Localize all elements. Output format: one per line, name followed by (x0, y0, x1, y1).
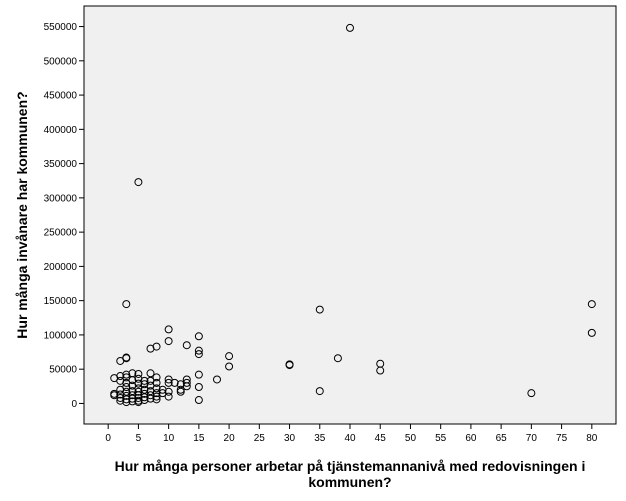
x-axis-label-line-1: Hur många personer arbetar på tjänsteman… (115, 458, 586, 474)
data-point (116, 390, 125, 399)
data-point (213, 375, 221, 384)
data-point (194, 350, 203, 359)
data-point (164, 325, 173, 334)
data-point (225, 352, 234, 361)
data-point (110, 391, 119, 400)
data-point (194, 382, 203, 391)
x-tick-label: 10 (163, 433, 175, 444)
data-point (182, 378, 191, 387)
data-point (182, 341, 191, 350)
data-point (194, 370, 203, 379)
x-tick-label: 30 (284, 433, 296, 444)
data-point (128, 387, 137, 396)
data-point (194, 346, 203, 355)
x-tick-label: 5 (136, 433, 142, 444)
x-axis-ticks: 0 5 10 15 20 25 30 35 40 45 50 55 60 65 70 75 80 (105, 424, 598, 444)
data-point (333, 354, 342, 363)
data-point (346, 23, 354, 32)
x-tick-label: 0 (105, 433, 111, 444)
data-point (176, 380, 185, 389)
data-point (134, 374, 143, 383)
data-point (527, 389, 536, 398)
y-axis-ticks: 0 50000 100000 150000 200000 250000 300000 3500… (44, 22, 84, 410)
data-point (158, 389, 167, 398)
y-tick-label: 250000 (44, 228, 78, 239)
data-point (152, 342, 161, 351)
data-point (122, 373, 131, 382)
x-tick-label: 35 (314, 433, 326, 444)
data-point (146, 376, 155, 385)
x-tick-label: 25 (254, 433, 266, 444)
x-tick-label: 80 (586, 433, 598, 444)
y-tick-label: 350000 (44, 159, 78, 170)
data-point (134, 369, 143, 378)
y-tick-label: 300000 (44, 193, 78, 204)
y-tick-label: 550000 (44, 22, 78, 33)
x-tick-label: 65 (496, 433, 508, 444)
x-tick-label: 20 (224, 433, 236, 444)
x-tick-label: 70 (526, 433, 538, 444)
data-point (116, 396, 125, 405)
data-point (170, 378, 179, 387)
data-point (110, 374, 119, 383)
data-point (122, 370, 131, 379)
data-point (152, 395, 161, 404)
data-point (315, 305, 324, 314)
data-point (116, 356, 125, 365)
data-point (285, 361, 294, 370)
x-tick-label: 45 (375, 433, 387, 444)
data-point (146, 381, 155, 390)
data-point (164, 378, 173, 387)
x-axis-label-line-2: kommunen? (308, 474, 391, 490)
data-point (164, 375, 173, 384)
data-point (587, 300, 596, 309)
data-point (164, 337, 173, 346)
y-tick-label: 400000 (44, 125, 78, 136)
data-point (134, 178, 143, 187)
y-tick-label: 450000 (44, 91, 78, 102)
data-point (225, 362, 234, 371)
data-points (110, 23, 596, 407)
data-point (122, 398, 131, 407)
y-tick-label: 150000 (44, 296, 78, 307)
data-point (315, 387, 324, 396)
data-point (152, 373, 161, 382)
x-tick-label: 40 (344, 433, 356, 444)
data-point (134, 387, 143, 396)
data-point (140, 380, 149, 389)
data-point (122, 300, 131, 309)
data-point (587, 328, 596, 337)
data-point (194, 396, 203, 405)
data-point (146, 394, 155, 403)
data-point (158, 385, 167, 394)
y-tick-label: 50000 (49, 365, 77, 376)
y-tick-label: 0 (71, 399, 77, 410)
x-tick-label: 15 (193, 433, 205, 444)
data-point (134, 398, 143, 407)
plot-area (83, 5, 617, 425)
y-tick-label: 500000 (44, 56, 78, 67)
y-tick-label: 200000 (44, 262, 78, 273)
data-point (376, 366, 385, 375)
data-point (194, 332, 203, 341)
data-point (176, 387, 185, 396)
x-tick-label: 60 (465, 433, 477, 444)
data-point (146, 369, 155, 378)
y-axis-label: Hur många invånare har kommunen? (14, 91, 30, 338)
x-tick-label: 75 (556, 433, 568, 444)
x-tick-label: 50 (405, 433, 417, 444)
data-point (128, 391, 137, 400)
data-point (122, 395, 131, 404)
data-point (164, 392, 173, 401)
data-point (176, 385, 185, 394)
data-point (116, 385, 125, 394)
x-tick-label: 55 (435, 433, 447, 444)
y-tick-label: 100000 (44, 330, 78, 341)
